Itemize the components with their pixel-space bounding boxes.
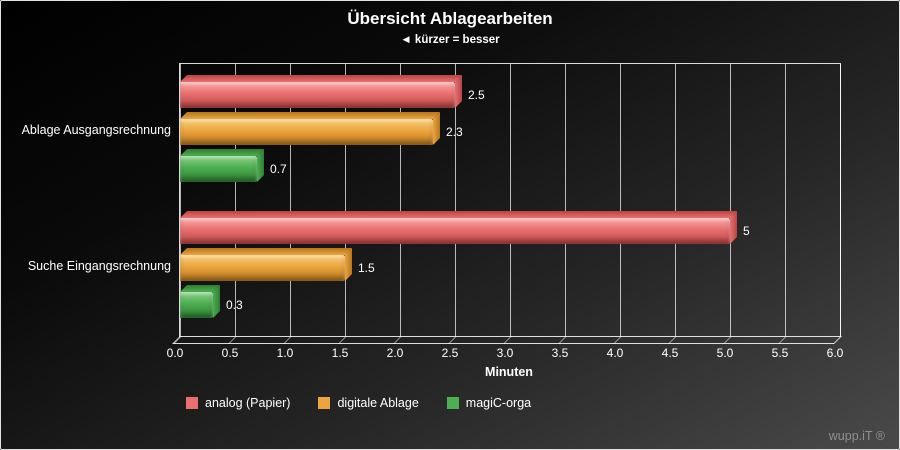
bar-magiC-orga <box>180 285 220 318</box>
plot-area: 2.5 2.3 0.7 5 1.5 0.3 <box>172 63 842 344</box>
bar-end-face <box>213 285 220 318</box>
bar-top-face <box>180 149 264 156</box>
bar-end-face <box>455 75 462 108</box>
bar-top-face <box>180 211 737 218</box>
gridline <box>620 64 621 336</box>
chart-subtitle: ◄ kürzer = besser <box>400 34 500 46</box>
x-tick-label: 6.0 <box>826 346 844 360</box>
legend-item-analog (Papier): analog (Papier) <box>186 396 290 410</box>
x-tick-label: 5.0 <box>716 346 734 360</box>
gridline <box>840 64 841 336</box>
x-tick-label: 0.5 <box>221 346 239 360</box>
legend-label: digitale Ablage <box>337 396 419 410</box>
gridline <box>400 64 401 336</box>
bar-value-label: 2.3 <box>446 125 463 139</box>
bar-value-label: 0.3 <box>226 298 243 312</box>
legend-item-digitale Ablage: digitale Ablage <box>318 396 419 410</box>
legend-item-magiC-orga: magiC-orga <box>446 396 532 410</box>
category-label: Suche Eingangsrechnung <box>27 259 171 273</box>
bar-digitale Ablage <box>180 248 352 281</box>
category-label: Ablage Ausgangsrechnung <box>21 123 171 137</box>
bar-top-face <box>180 75 462 82</box>
legend-label: analog (Papier) <box>205 396 291 410</box>
gridline <box>455 64 456 336</box>
bar-top-face <box>180 112 440 119</box>
bar-value-label: 1.5 <box>358 261 375 275</box>
legend-swatch <box>186 397 198 409</box>
bar-value-label: 5 <box>743 224 750 238</box>
x-tick-label: 1.0 <box>276 346 294 360</box>
legend-swatch <box>446 397 459 409</box>
bar-magiC-orga <box>180 149 264 182</box>
x-tick-label: 4.0 <box>606 346 624 360</box>
gridline <box>565 64 566 336</box>
bar-analog (Papier) <box>180 211 737 244</box>
gridline <box>180 64 181 336</box>
bar-end-face <box>730 211 737 244</box>
bar-value-label: 2.5 <box>468 88 485 102</box>
legend: analog (Papier) digitale Ablage magiC-orga <box>186 396 531 410</box>
gridline <box>290 64 291 336</box>
bar-analog (Papier) <box>180 75 462 108</box>
bar-end-face <box>345 248 352 281</box>
x-axis-title: Minuten <box>485 365 533 379</box>
bar-end-face <box>257 149 264 182</box>
gridline <box>675 64 676 336</box>
x-tick-label: 5.5 <box>771 346 789 360</box>
gridline <box>730 64 731 336</box>
bar-end-face <box>433 112 440 145</box>
x-tick-label: 4.5 <box>661 346 679 360</box>
plot-floor-3d <box>172 336 842 344</box>
x-tick-label: 1.5 <box>331 346 349 360</box>
legend-label: magiC-orga <box>465 396 532 410</box>
gridline <box>345 64 346 336</box>
bar-top-face <box>180 248 352 255</box>
x-tick-label: 2.5 <box>441 346 459 360</box>
gridline <box>510 64 511 336</box>
watermark: wupp.iT ® <box>828 429 885 443</box>
gridline <box>785 64 786 336</box>
bar-value-label: 0.7 <box>270 162 287 176</box>
gridline <box>235 64 236 336</box>
x-tick-label: 3.5 <box>551 346 569 360</box>
x-tick-label: 3.0 <box>496 346 514 360</box>
x-tick-label: 0.0 <box>166 346 184 360</box>
legend-swatch <box>318 397 331 409</box>
bar-digitale Ablage <box>180 112 440 145</box>
chart-title: Übersicht Ablagearbeiten <box>347 9 553 28</box>
x-tick-label: 2.0 <box>386 346 404 360</box>
